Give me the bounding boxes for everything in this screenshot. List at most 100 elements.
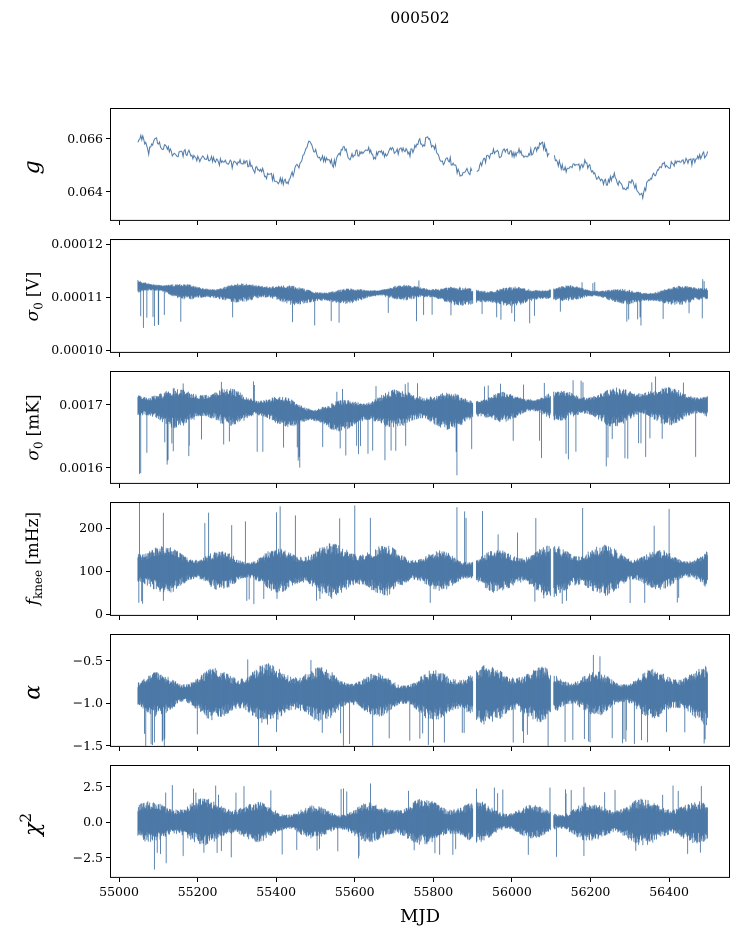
x-tick-label: 56000 (492, 884, 532, 900)
y-tick-label: 200 (79, 520, 103, 536)
x-tick-label: 55600 (334, 884, 375, 900)
x-tick-mark (432, 352, 434, 357)
y-tick-mark (106, 243, 110, 245)
y-tick-label: 100 (79, 563, 103, 579)
x-tick-mark (118, 352, 120, 357)
y-tick-mark (106, 404, 110, 406)
y-tick-mark (106, 745, 110, 747)
x-tick-mark (118, 484, 120, 489)
x-tick-mark (275, 878, 277, 883)
y-tick-mark (106, 570, 110, 572)
y-tick-label: 2.5 (83, 778, 103, 794)
x-tick-mark (197, 747, 199, 751)
y-tick-mark (106, 467, 110, 469)
x-tick-mark (197, 352, 199, 357)
x-tick-mark (354, 221, 356, 226)
y-tick-label: 0.00010 (51, 342, 103, 358)
x-axis-label: MJD (399, 906, 441, 927)
x-tick-mark (275, 615, 277, 620)
x-tick-mark (511, 615, 513, 620)
x-tick-mark (590, 484, 592, 489)
x-tick-mark (590, 878, 592, 883)
y-tick-label: 0 (95, 606, 103, 622)
x-tick-mark (354, 747, 356, 751)
x-tick-mark (668, 484, 670, 489)
subplot-g (110, 108, 730, 222)
plot-canvas-sigma0-v (110, 239, 730, 353)
x-tick-mark (668, 747, 670, 751)
y-tick-label: 0.066 (67, 130, 103, 146)
subplot-chi2 (110, 765, 730, 879)
x-tick-mark (511, 484, 513, 489)
x-tick-mark (118, 878, 120, 883)
x-tick-mark (118, 221, 120, 226)
x-tick-mark (275, 352, 277, 357)
x-tick-mark (590, 221, 592, 226)
y-tick-mark (106, 527, 110, 529)
x-tick-mark (590, 352, 592, 357)
x-tick-mark (118, 615, 120, 620)
x-tick-mark (354, 352, 356, 357)
subplot-sigma0-mk (110, 370, 730, 485)
x-tick-label: 56400 (649, 884, 689, 900)
x-tick-mark (668, 878, 670, 883)
x-tick-mark (432, 484, 434, 489)
plot-canvas-alpha (110, 633, 730, 747)
x-tick-label: 55400 (256, 884, 297, 900)
y-tick-mark (106, 138, 110, 139)
x-tick-mark (354, 878, 356, 883)
x-tick-mark (511, 352, 513, 357)
x-tick-mark (354, 484, 356, 489)
x-tick-mark (590, 615, 592, 620)
y-tick-label: 0.00012 (51, 236, 103, 252)
x-tick-mark (197, 878, 199, 883)
y-tick-mark (106, 821, 110, 823)
x-tick-mark (275, 484, 277, 489)
subplot-fknee (110, 502, 730, 616)
y-tick-label: −2.5 (72, 849, 103, 865)
y-tick-mark (106, 296, 110, 298)
x-tick-label: 55800 (413, 884, 454, 900)
y-tick-mark (106, 349, 110, 351)
x-tick-mark (511, 221, 513, 226)
x-tick-mark (197, 221, 199, 226)
y-axis-label-alpha: α (20, 685, 46, 701)
y-tick-label: 0.0 (83, 814, 103, 830)
subplot-alpha (110, 633, 730, 747)
x-tick-mark (590, 747, 592, 751)
x-tick-mark (275, 747, 277, 751)
figure-title: 000502 (390, 9, 450, 27)
plot-canvas-g (110, 108, 730, 222)
x-tick-mark (432, 747, 434, 751)
x-tick-mark (668, 221, 670, 226)
x-tick-mark (432, 221, 434, 226)
x-tick-mark (118, 747, 120, 751)
x-tick-mark (668, 615, 670, 620)
y-tick-label: 0.0016 (59, 459, 103, 475)
x-tick-mark (511, 747, 513, 751)
x-tick-mark (275, 221, 277, 226)
y-axis-label-g: g (20, 160, 46, 175)
y-tick-label: −1.5 (72, 737, 103, 753)
x-tick-label: 55200 (177, 884, 218, 900)
y-tick-mark (106, 702, 110, 704)
y-tick-mark (106, 857, 110, 859)
plot-canvas-chi2 (110, 765, 730, 879)
x-tick-label: 55000 (99, 884, 139, 900)
x-tick-mark (668, 352, 670, 357)
x-tick-mark (511, 878, 513, 883)
y-tick-mark (106, 660, 110, 662)
y-tick-label: 0.0017 (59, 396, 103, 412)
x-tick-mark (432, 878, 434, 883)
y-tick-mark (106, 191, 110, 192)
plot-canvas-sigma0-mk (110, 370, 730, 485)
subplot-sigma0-v (110, 239, 730, 353)
x-tick-mark (197, 484, 199, 489)
y-tick-mark (106, 786, 110, 788)
x-tick-mark (432, 615, 434, 620)
y-tick-label: 0.00011 (51, 289, 103, 305)
plot-canvas-fknee (110, 502, 730, 616)
y-tick-label: 0.064 (67, 183, 103, 199)
y-tick-mark (106, 613, 110, 615)
